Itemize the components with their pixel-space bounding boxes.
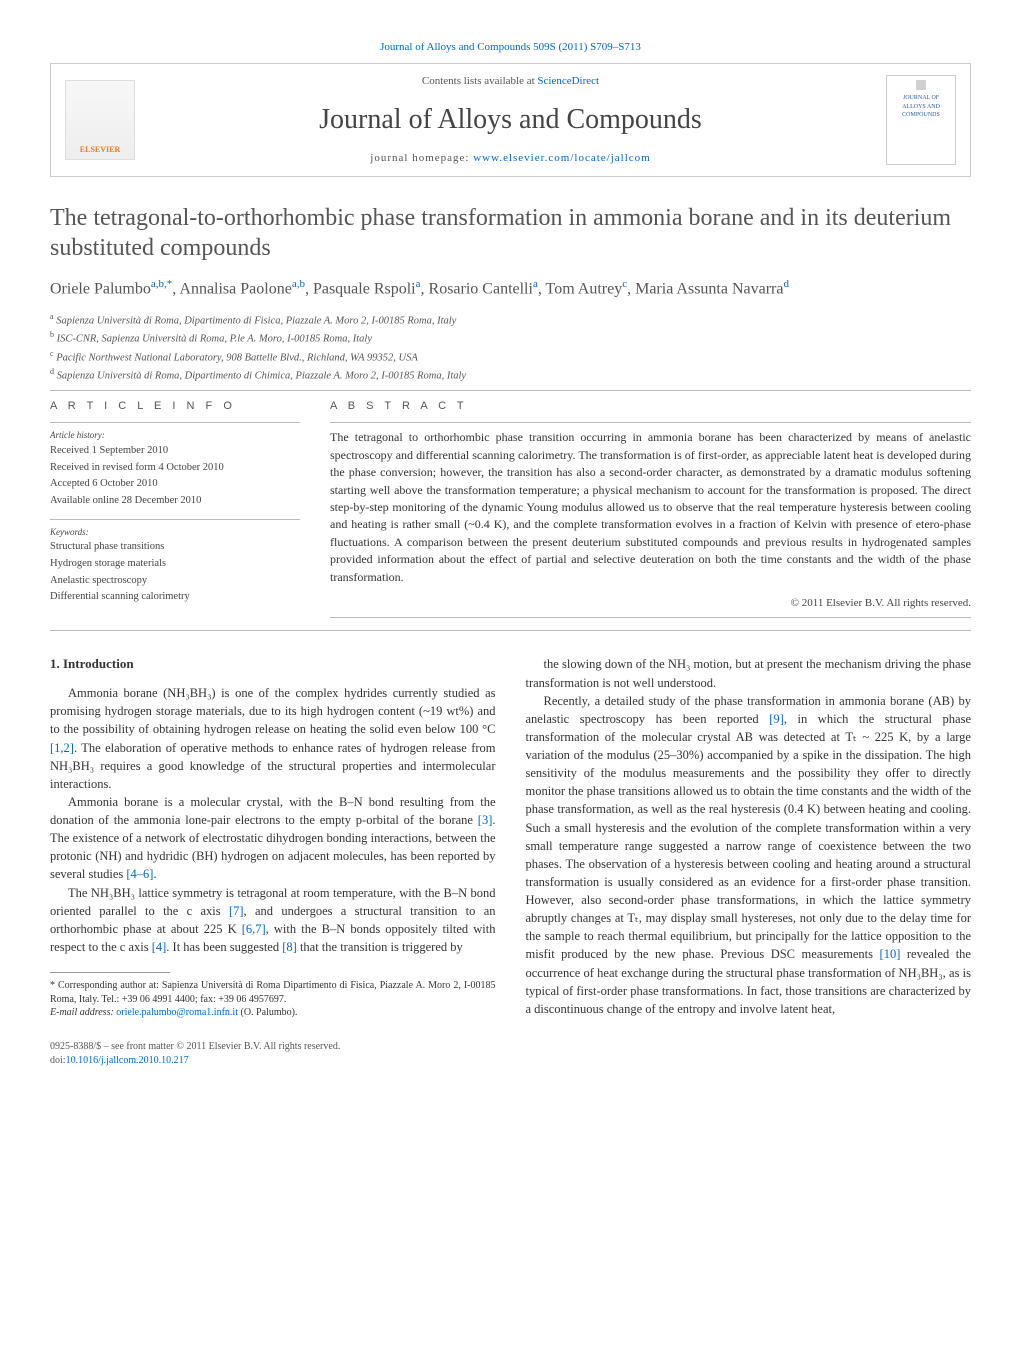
section-heading: 1. Introduction	[50, 655, 496, 674]
abstract-heading: A B S T R A C T	[330, 399, 971, 414]
history-line: Available online 28 December 2010	[50, 494, 300, 509]
body-right-column: the slowing down of the NH₃ motion, but …	[526, 655, 972, 1019]
affiliation-line: a Sapienza Università di Roma, Dipartime…	[50, 311, 971, 329]
keyword-line: Anelastic spectroscopy	[50, 574, 300, 589]
keyword-line: Hydrogen storage materials	[50, 557, 300, 572]
keyword-line: Structural phase transitions	[50, 540, 300, 555]
issn-line: 0925-8388/$ – see front matter © 2011 El…	[50, 1040, 971, 1054]
history-line: Received 1 September 2010	[50, 444, 300, 459]
journal-cover-thumbnail: JOURNAL OF ALLOYS AND COMPOUNDS	[886, 75, 956, 165]
keyword-line: Differential scanning calorimetry	[50, 590, 300, 605]
journal-title: Journal of Alloys and Compounds	[135, 100, 886, 139]
history-label: Article history:	[50, 429, 300, 442]
cover-text: JOURNAL OF ALLOYS AND COMPOUNDS	[891, 94, 951, 119]
body-paragraph: The NH₃BH₃ lattice symmetry is tetragona…	[50, 884, 496, 957]
footnote-email-label: E-mail address:	[50, 1007, 116, 1018]
sciencedirect-link[interactable]: ScienceDirect	[537, 75, 599, 87]
article-info-column: A R T I C L E I N F O Article history: R…	[50, 399, 300, 624]
authors: Oriele Palumboa,b,*, Annalisa Paolonea,b…	[50, 277, 971, 301]
doi-link[interactable]: 10.1016/j.jallcom.2010.10.217	[66, 1055, 189, 1066]
article-info-heading: A R T I C L E I N F O	[50, 399, 300, 414]
footnote-email-suffix: (O. Palumbo).	[238, 1007, 297, 1018]
homepage-line: journal homepage: www.elsevier.com/locat…	[135, 151, 886, 166]
history-line: Accepted 6 October 2010	[50, 477, 300, 492]
masthead: ELSEVIER Contents lists available at Sci…	[50, 63, 971, 177]
elsevier-label: ELSEVIER	[80, 144, 120, 155]
abstract-text: The tetragonal to orthorhombic phase tra…	[330, 429, 971, 586]
affiliation-line: c Pacific Northwest National Laboratory,…	[50, 348, 971, 366]
history-line: Received in revised form 4 October 2010	[50, 461, 300, 476]
article-title: The tetragonal-to-orthorhombic phase tra…	[50, 203, 971, 263]
page-footer: 0925-8388/$ – see front matter © 2011 El…	[50, 1040, 971, 1068]
affiliations: a Sapienza Università di Roma, Dipartime…	[50, 311, 971, 384]
affiliation-line: b ISC-CNR, Sapienza Università di Roma, …	[50, 329, 971, 347]
abstract-column: A B S T R A C T The tetragonal to orthor…	[330, 399, 971, 624]
doi-label: doi:	[50, 1055, 66, 1066]
body-paragraph: Recently, a detailed study of the phase …	[526, 692, 972, 1018]
homepage-prefix: journal homepage:	[370, 152, 473, 164]
abstract-copyright: © 2011 Elsevier B.V. All rights reserved…	[330, 596, 971, 611]
body-left-column: 1. Introduction Ammonia borane (NH₃BH₃) …	[50, 655, 496, 1019]
contents-prefix: Contents lists available at	[422, 75, 537, 87]
footnote-email-link[interactable]: oriele.palumbo@roma1.infn.it	[116, 1007, 238, 1018]
keywords-label: Keywords:	[50, 526, 300, 539]
corresponding-author-footnote: * Corresponding author at: Sapienza Univ…	[50, 979, 496, 1020]
contents-line: Contents lists available at ScienceDirec…	[135, 74, 886, 89]
elsevier-logo: ELSEVIER	[65, 80, 135, 160]
body-paragraph: Ammonia borane is a molecular crystal, w…	[50, 793, 496, 884]
citation-link[interactable]: Journal of Alloys and Compounds 509S (20…	[380, 41, 641, 53]
homepage-link[interactable]: www.elsevier.com/locate/jallcom	[473, 152, 651, 164]
affiliation-line: d Sapienza Università di Roma, Dipartime…	[50, 366, 971, 384]
body-paragraph: the slowing down of the NH₃ motion, but …	[526, 655, 972, 691]
footnote-text: * Corresponding author at: Sapienza Univ…	[50, 980, 496, 1005]
citation-line: Journal of Alloys and Compounds 509S (20…	[50, 40, 971, 55]
body-paragraph: Ammonia borane (NH₃BH₃) is one of the co…	[50, 684, 496, 793]
